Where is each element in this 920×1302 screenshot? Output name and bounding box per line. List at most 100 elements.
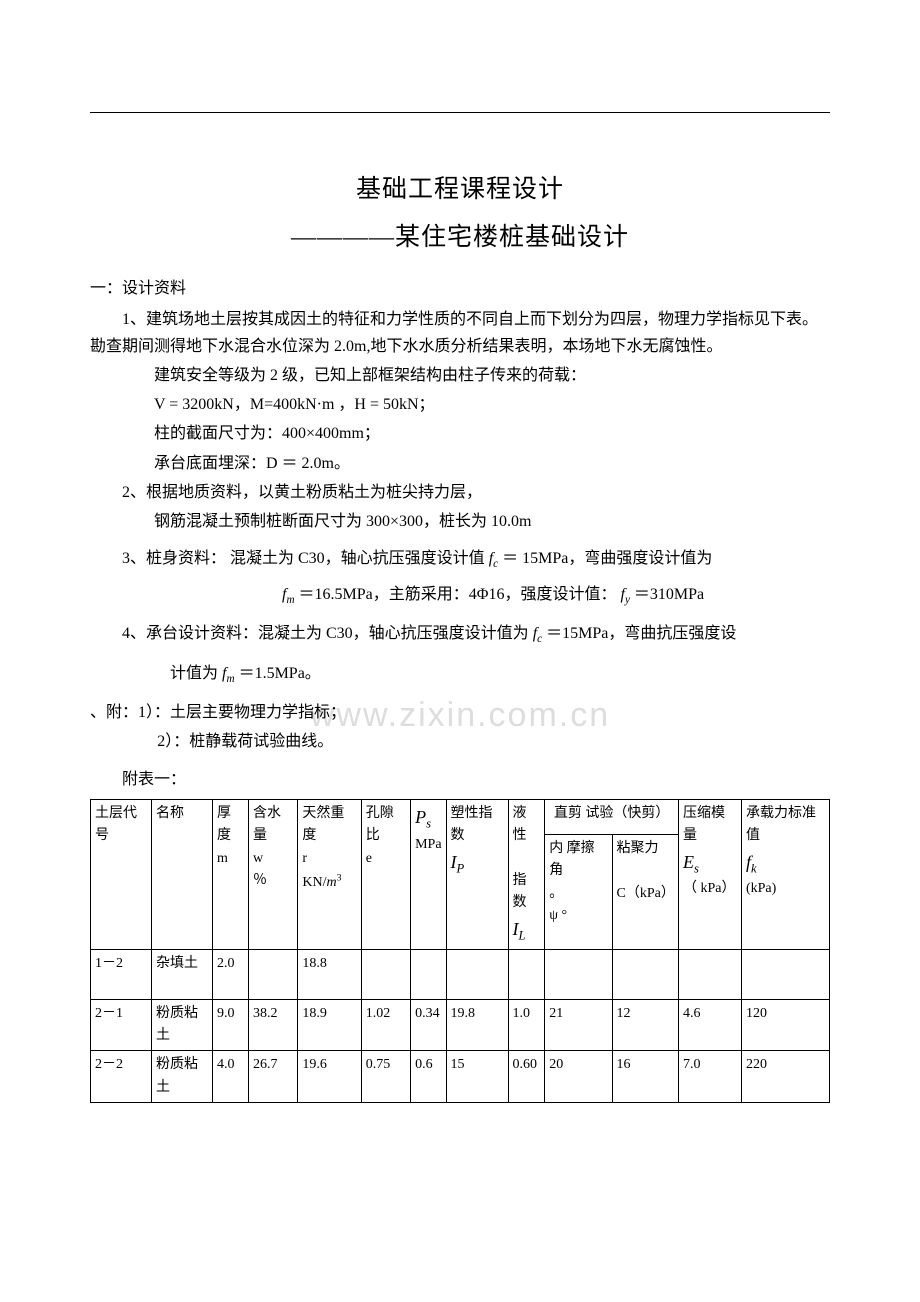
th-thick-b: m (217, 851, 228, 866)
para-4-line2: 计值为 fm ＝1.5MPa。 (90, 660, 830, 689)
fc-symbol: fc (489, 550, 498, 567)
cell-phi (545, 949, 612, 999)
table-row: 2－1 粉质粘土 9.0 38.2 18.9 1.02 0.34 19.8 1.… (91, 999, 830, 1051)
th-e: 孔隙比 e (361, 799, 410, 949)
cell-code: 2－2 (91, 1051, 152, 1103)
ip-symbol: IP (451, 852, 465, 872)
cell-thick: 9.0 (213, 999, 249, 1051)
cell-e: 1.02 (361, 999, 410, 1051)
cell-fk: 220 (741, 1051, 829, 1103)
cell-w: 26.7 (249, 1051, 298, 1103)
doc-subtitle: ————某住宅楼桩基础设计 (90, 218, 830, 258)
para-2b: 钢筋混凝土预制桩断面尺寸为 300×300，桩长为 10.0m (90, 508, 830, 535)
cell-ps (411, 949, 446, 999)
th-gamma-c-pre: KN/ (302, 875, 326, 890)
p4-mid: ＝15MPa，弯曲抗压强度设 (546, 625, 736, 642)
th-gamma: 天然重度 r KN/m3 (298, 799, 361, 949)
th-il: 液性 指数 IL (508, 799, 545, 949)
fk-symbol: fk (746, 852, 757, 872)
fm-symbol: fm (282, 586, 295, 603)
p3-l2b: ＝310MPa (634, 586, 704, 603)
cell-thick: 4.0 (213, 1051, 249, 1103)
cell-ip: 19.8 (446, 999, 508, 1051)
cell-gamma: 18.9 (298, 999, 361, 1051)
th-w-a: 含水量 (253, 806, 281, 843)
cell-fk: 120 (741, 999, 829, 1051)
th-phi-a: 内 摩擦 角 (549, 841, 595, 878)
cell-e: 0.75 (361, 1051, 410, 1103)
cell-il: 0.60 (508, 1051, 545, 1103)
para-3: 3、桩身资料： 混凝土为 C30，轴心抗压强度设计值 fc ＝ 15MPa，弯曲… (90, 545, 830, 574)
para-3-line2: fm ＝16.5MPa，主筋采用：4Φ16，强度设计值： fy ＝310MPa (90, 582, 830, 610)
th-thick: 厚度 m (213, 799, 249, 949)
para-2a: 2、根据地质资料，以黄土粉质粘土为桩尖持力层， (90, 479, 830, 506)
cap-depth: 承台底面埋深：D ＝ 2.0m。 (90, 450, 830, 477)
table-row: 1－2 杂填土 2.0 18.8 (91, 949, 830, 999)
th-thick-a: 厚度 (217, 806, 231, 843)
th-es: 压缩模量 Es （ kPa） (678, 799, 741, 949)
doc-title: 基础工程课程设计 (90, 170, 830, 210)
cell-il: 1.0 (508, 999, 545, 1051)
p3-prefix: 3、桩身资料： 混凝土为 C30，轴心抗压强度设计值 (122, 550, 489, 567)
p4-prefix: 4、承台设计资料：混凝土为 C30，轴心抗压强度设计值为 (122, 625, 533, 642)
p4-l2b: ＝1.5MPa。 (239, 665, 321, 682)
attach-2: 2）：桩静载荷试验曲线。 (90, 728, 830, 755)
table-caption: 附表一： (90, 767, 830, 793)
cell-es: 7.0 (678, 1051, 741, 1103)
th-ip-a: 塑性指数 (451, 806, 493, 843)
th-es-a: 压缩模量 (683, 806, 725, 843)
cell-w (249, 949, 298, 999)
cell-gamma: 18.8 (298, 949, 361, 999)
th-es-c: （ kPa） (683, 881, 736, 896)
th-phi-c-sym: ψ (549, 908, 558, 923)
th-ps-b: MPa (415, 837, 441, 852)
loads-line: V = 3200kN，M=400kN·m ，H = 50kN； (90, 391, 830, 418)
ps-symbol: Ps (415, 807, 431, 827)
cell-ps: 0.6 (411, 1051, 446, 1103)
th-code: 土层代号 (91, 799, 152, 949)
table-row: 2－2 粉质粘土 4.0 26.7 19.6 0.75 0.6 15 0.60 … (91, 1051, 830, 1103)
th-e-a: 孔隙比 (366, 806, 394, 843)
th-w-c: ％ (253, 873, 267, 888)
fm-symbol-2: fm (222, 665, 235, 682)
cell-phi: 21 (545, 999, 612, 1051)
attach-head: 、附：1）：土层主要物理力学指标； (90, 699, 830, 726)
header-rule (90, 112, 830, 113)
th-c: 粘聚力 C（kPa） (612, 834, 678, 949)
cell-code: 2－1 (91, 999, 152, 1051)
th-gamma-b: r (302, 851, 307, 866)
th-e-b: e (366, 851, 372, 866)
cell-es: 4.6 (678, 999, 741, 1051)
para-1b: 建筑安全等级为 2 级，已知上部框架结构由柱子传来的荷载： (90, 362, 830, 389)
cell-name: 杂填土 (152, 949, 213, 999)
th-fk-c: (kPa) (746, 881, 776, 896)
cell-thick: 2.0 (213, 949, 249, 999)
cell-code: 1－2 (91, 949, 152, 999)
th-w: 含水量 w ％ (249, 799, 298, 949)
cell-name: 粉质粘土 (152, 999, 213, 1051)
th-ps: Ps MPa (411, 799, 446, 949)
p3-l2a: ＝16.5MPa，主筋采用：4Φ16，强度设计值： (299, 586, 621, 603)
th-phi-b: 。 (549, 886, 563, 901)
cell-c: 16 (612, 1051, 678, 1103)
cell-e (361, 949, 410, 999)
th-ip: 塑性指数 IP (446, 799, 508, 949)
es-symbol: Es (683, 852, 699, 872)
cell-c (612, 949, 678, 999)
para-1: 1、建筑场地土层按其成因土的特征和力学性质的不同自上而下划分为四层，物理力学指标… (90, 306, 830, 360)
th-il-a: 液性 (513, 806, 527, 843)
cell-il (508, 949, 545, 999)
p4-l2a: 计值为 (170, 665, 222, 682)
th-fk: 承载力标准值 fk (kPa) (741, 799, 829, 949)
th-c-b: C（kPa） (617, 886, 675, 901)
section-1-head: 一：设计资料 (90, 276, 830, 302)
th-gamma-a: 天然重度 (302, 806, 344, 843)
cell-c: 12 (612, 999, 678, 1051)
il-symbol: IL (513, 919, 526, 939)
cell-phi: 20 (545, 1051, 612, 1103)
th-fk-a: 承载力标准值 (746, 806, 816, 843)
cell-ps: 0.34 (411, 999, 446, 1051)
para-4: 4、承台设计资料：混凝土为 C30，轴心抗压强度设计值为 fc ＝15MPa，弯… (90, 620, 830, 649)
table-head: 土层代号 名称 厚度 m 含水量 w ％ 天然重度 r KN/m3 孔隙比 (91, 799, 830, 949)
th-phi: 内 摩擦 角 。 ψ ° (545, 834, 612, 949)
